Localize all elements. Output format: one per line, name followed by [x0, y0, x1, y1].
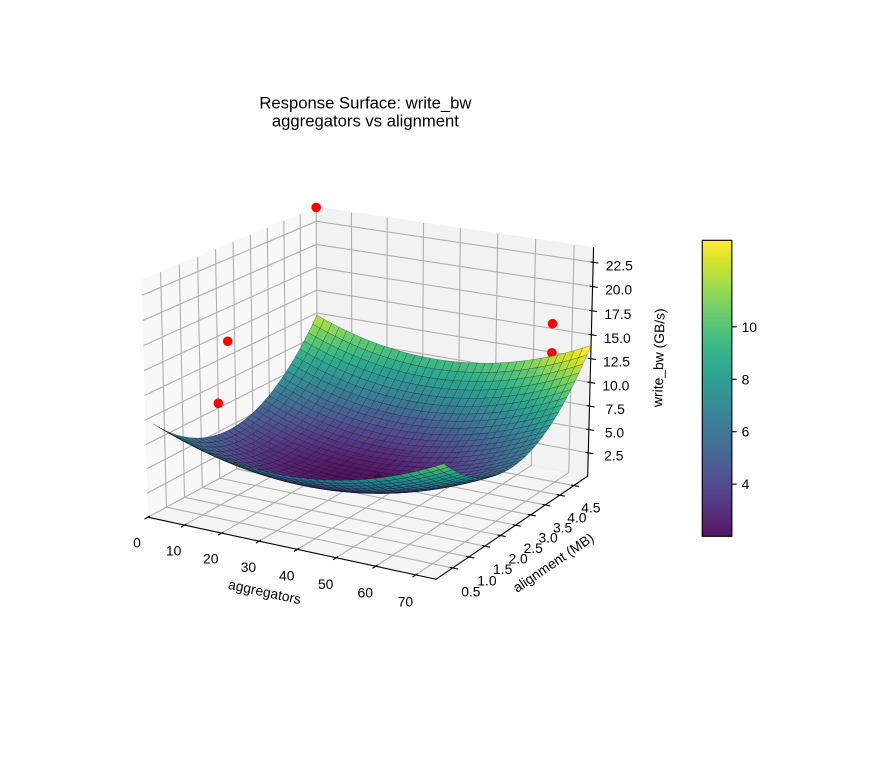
svg-text:aggregators vs alignment: aggregators vs alignment — [272, 112, 459, 131]
svg-text:0: 0 — [133, 534, 141, 550]
svg-text:4.5: 4.5 — [581, 500, 601, 516]
svg-text:30: 30 — [241, 559, 257, 575]
svg-text:20.0: 20.0 — [605, 282, 632, 298]
svg-text:17.5: 17.5 — [604, 306, 631, 322]
svg-text:10: 10 — [742, 319, 758, 335]
svg-text:20: 20 — [203, 551, 219, 567]
svg-text:2.5: 2.5 — [604, 448, 624, 464]
svg-text:8: 8 — [742, 371, 750, 387]
svg-text:12.5: 12.5 — [603, 354, 630, 370]
svg-text:10: 10 — [166, 542, 182, 558]
svg-text:write_bw (GB/s): write_bw (GB/s) — [649, 308, 668, 408]
svg-text:40: 40 — [279, 567, 295, 583]
svg-text:Response Surface: write_bw: Response Surface: write_bw — [259, 94, 472, 113]
svg-text:10.0: 10.0 — [602, 377, 629, 393]
svg-text:50: 50 — [318, 576, 334, 592]
svg-text:6: 6 — [742, 424, 750, 440]
svg-text:15.0: 15.0 — [604, 330, 631, 346]
svg-text:7.5: 7.5 — [606, 401, 626, 417]
svg-text:4: 4 — [742, 476, 750, 492]
svg-text:22.5: 22.5 — [606, 257, 633, 273]
svg-text:70: 70 — [398, 594, 414, 610]
svg-text:5.0: 5.0 — [605, 424, 625, 440]
svg-text:60: 60 — [358, 585, 374, 601]
